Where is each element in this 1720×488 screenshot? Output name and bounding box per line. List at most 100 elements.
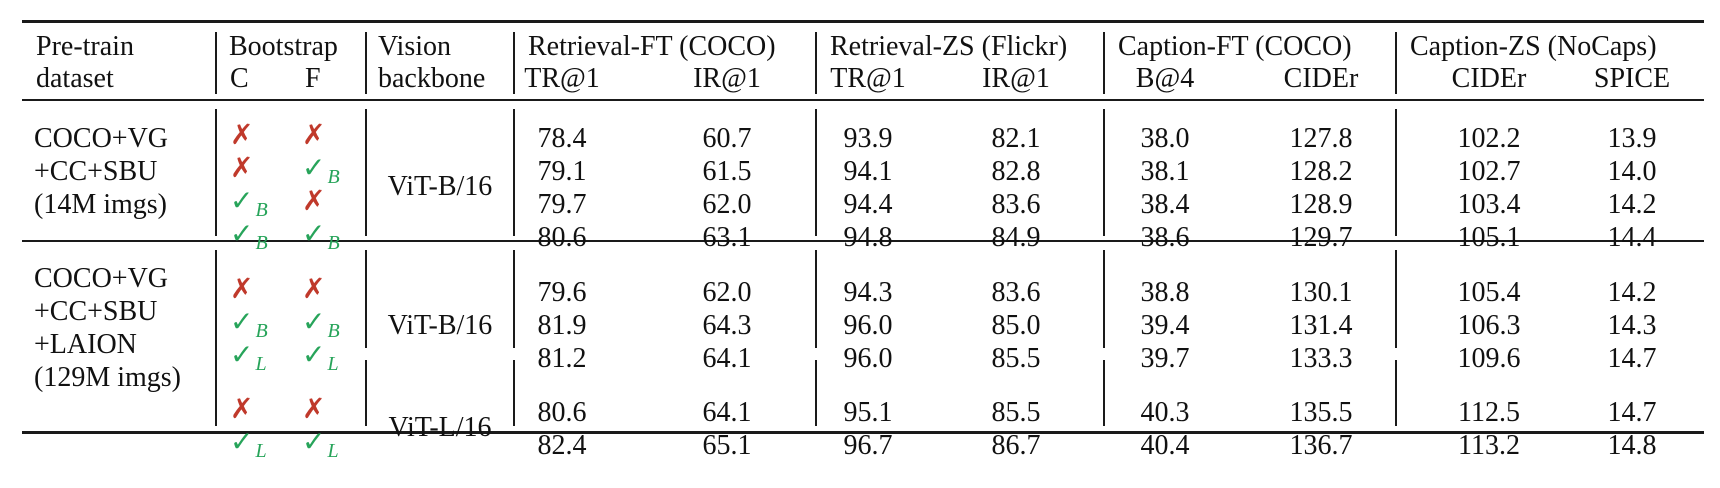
table-cell: 39.4 (1140, 310, 1190, 341)
bootstrap-f-model: L (327, 440, 339, 462)
column-divider (215, 109, 217, 236)
table-cell: 96.7 (843, 430, 893, 461)
bootstrap-c-mark: ✓ (230, 184, 254, 217)
table-cell: 82.1 (991, 123, 1041, 154)
bootstrap-f-model: L (327, 353, 339, 375)
column-divider (215, 250, 217, 426)
table-cell: 81.9 (537, 310, 587, 341)
table-cell: 40.3 (1140, 397, 1190, 428)
table-cell: 79.1 (537, 156, 587, 187)
header-vision-line1: Vision (378, 31, 451, 62)
bootstrap-f-mark: ✓ (302, 305, 326, 338)
vision-backbone: ViT-B/16 (387, 171, 493, 202)
bootstrap-f-mark: ✓ (302, 217, 326, 250)
table-cell: 130.1 (1289, 277, 1353, 308)
header-bootstrap-f: F (305, 63, 321, 94)
checkmark-icon: ✓ B (302, 151, 340, 194)
table-cell: 128.9 (1289, 189, 1353, 220)
table-cell: 105.1 (1457, 222, 1521, 253)
bootstrap-f-mark: ✓ (302, 151, 326, 184)
table-cell: 93.9 (843, 123, 893, 154)
table-cell: 83.6 (991, 189, 1041, 220)
dataset-label-line: +CC+SBU (34, 156, 158, 187)
header-metric-1: TR@1 (524, 63, 600, 94)
header-metric-6: CIDEr (1283, 63, 1359, 94)
vision-backbone: ViT-L/16 (388, 412, 492, 443)
cross-icon: ✗ (230, 151, 253, 185)
table-cell: 14.2 (1607, 189, 1657, 220)
header-metric-5: B@4 (1135, 63, 1195, 94)
bootstrap-f-model: B (327, 166, 340, 188)
table-cell: 103.4 (1457, 189, 1521, 220)
table-cell: 85.5 (991, 397, 1041, 428)
dataset-label-line: COCO+VG (34, 123, 169, 154)
bootstrap-c-model: L (255, 440, 267, 462)
column-divider (815, 360, 817, 426)
header-pretrain-line2: dataset (36, 63, 114, 94)
table-cell: 96.0 (843, 343, 893, 374)
table-cell: 82.4 (537, 430, 587, 461)
column-divider (365, 250, 367, 348)
header-group-4: Caption-ZS (NoCaps) (1410, 31, 1657, 62)
column-divider (1395, 360, 1397, 426)
bootstrap-f-model: B (327, 232, 340, 254)
table-cell: 62.0 (702, 189, 752, 220)
table-cell: 84.9 (991, 222, 1041, 253)
column-divider (513, 109, 515, 236)
table-cell: 109.6 (1457, 343, 1521, 374)
table-cell: 102.2 (1457, 123, 1521, 154)
table-cell: 38.6 (1140, 222, 1190, 253)
header-group-2: Retrieval-ZS (Flickr) (830, 31, 1068, 62)
header-metric-2: IR@1 (693, 63, 761, 94)
bootstrap-c-mark: ✓ (230, 425, 254, 458)
table-cell: 95.1 (843, 397, 893, 428)
table-cell: 127.8 (1289, 123, 1353, 154)
table-cell: 94.8 (843, 222, 893, 253)
table-cell: 40.4 (1140, 430, 1190, 461)
checkmark-icon: ✓ B (230, 217, 268, 260)
cross-icon: ✗ (230, 118, 253, 152)
cross-icon: ✗ (302, 392, 325, 426)
checkmark-icon: ✓ B (230, 184, 268, 227)
checkmark-icon: ✓ L (230, 338, 267, 381)
bootstrap-c-mark: ✓ (230, 305, 254, 338)
column-divider (1103, 109, 1105, 236)
bootstrap-f-mark: ✓ (302, 425, 326, 458)
column-divider (1103, 250, 1105, 348)
table-cell: 60.7 (702, 123, 752, 154)
table-cell: 85.0 (991, 310, 1041, 341)
table-cell: 64.1 (702, 343, 752, 374)
table-cell: 135.5 (1289, 397, 1353, 428)
table-cell: 94.1 (843, 156, 893, 187)
checkmark-icon: ✓ B (302, 305, 340, 348)
table-cell: 86.7 (991, 430, 1041, 461)
table-cell: 14.3 (1607, 310, 1657, 341)
table-cell: 14.8 (1607, 430, 1657, 461)
checkmark-icon: ✓ B (230, 305, 268, 348)
table-cell: 106.3 (1457, 310, 1521, 341)
table-cell: 64.3 (702, 310, 752, 341)
cross-icon: ✗ (302, 272, 325, 306)
header-bootstrap-c: C (230, 63, 249, 94)
column-divider (1395, 250, 1397, 348)
table-cell: 85.5 (991, 343, 1041, 374)
bootstrap-f-mark: ✗ (302, 184, 326, 217)
table-rule (22, 20, 1704, 23)
table-cell: 112.5 (1458, 397, 1520, 428)
table-cell: 38.4 (1140, 189, 1190, 220)
table-cell: 13.9 (1607, 123, 1657, 154)
cross-icon: ✗ (230, 272, 253, 306)
column-divider (215, 32, 217, 94)
dataset-label-line: COCO+VG (34, 263, 169, 294)
column-divider (513, 32, 515, 94)
header-pretrain-line1: Pre-train (36, 31, 134, 62)
table-cell: 82.8 (991, 156, 1041, 187)
header-vision-line2: backbone (378, 63, 486, 94)
column-divider (815, 32, 817, 94)
header-metric-8: SPICE (1593, 63, 1671, 94)
bootstrap-c-model: L (255, 353, 267, 375)
column-divider (365, 109, 367, 236)
bootstrap-c-mark: ✗ (230, 392, 254, 425)
column-divider (1395, 32, 1397, 94)
header-group-3: Caption-FT (COCO) (1118, 31, 1352, 62)
